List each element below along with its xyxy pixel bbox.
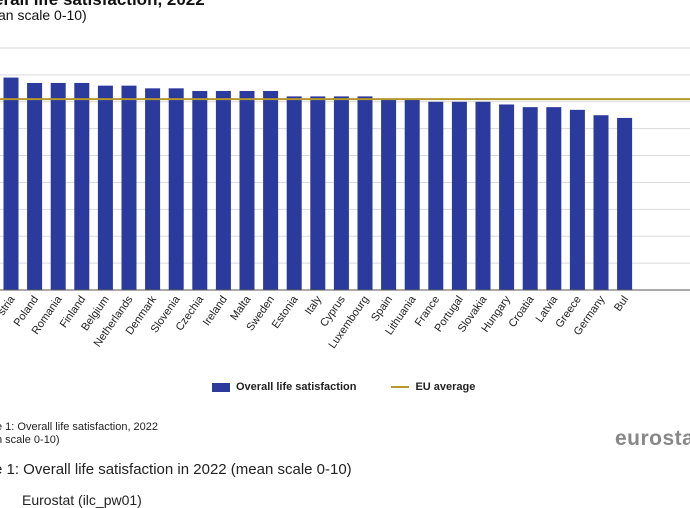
bar[interactable] bbox=[404, 99, 420, 290]
bar[interactable] bbox=[50, 82, 66, 290]
eurostat-logo: eurostat bbox=[615, 427, 690, 450]
bar[interactable] bbox=[286, 96, 302, 291]
x-tick-label: Croatia bbox=[506, 293, 537, 330]
figure-note-line1: e 1: Overall life satisfaction, 2022 bbox=[0, 421, 159, 433]
bar[interactable] bbox=[451, 101, 467, 291]
bar[interactable] bbox=[357, 96, 373, 291]
legend-bar-swatch bbox=[212, 382, 230, 392]
bar[interactable] bbox=[499, 104, 515, 290]
legend-bar-label: Overall life satisfaction bbox=[236, 381, 357, 393]
bar[interactable] bbox=[74, 82, 90, 290]
bar[interactable] bbox=[263, 91, 279, 291]
x-tick-label: stria bbox=[0, 293, 18, 318]
source-link[interactable]: Eurostat (ilc_pw01) bbox=[22, 492, 142, 508]
bar[interactable] bbox=[3, 77, 19, 290]
bar[interactable] bbox=[475, 101, 491, 291]
bar[interactable] bbox=[617, 117, 633, 291]
bar[interactable] bbox=[121, 85, 137, 291]
bar[interactable] bbox=[215, 91, 231, 291]
x-axis: striaPolandRomaniaFinlandBelgiumNetherla… bbox=[0, 289, 690, 351]
legend-line-label: EU average bbox=[415, 381, 476, 393]
x-tick-label: Bul bbox=[612, 294, 631, 314]
bar-chart: striaPolandRomaniaFinlandBelgiumNetherla… bbox=[0, 47, 690, 351]
figure-note: e 1: Overall life satisfaction, 2022 n s… bbox=[0, 421, 158, 447]
bar[interactable] bbox=[381, 99, 397, 290]
chart-subtitle: an scale 0-10) bbox=[0, 7, 87, 23]
chart-title: erall life satisfaction, 2022 bbox=[0, 0, 205, 10]
bar[interactable] bbox=[593, 115, 609, 290]
x-tick-label: Italy bbox=[303, 293, 325, 317]
x-tick-label: Estonia bbox=[270, 293, 301, 331]
bar[interactable] bbox=[145, 88, 161, 290]
bar[interactable] bbox=[428, 101, 444, 291]
bars bbox=[3, 77, 633, 291]
bar[interactable] bbox=[27, 82, 43, 290]
legend-line-swatch bbox=[391, 386, 410, 388]
bar[interactable] bbox=[522, 107, 538, 291]
bar[interactable] bbox=[192, 91, 208, 291]
figure-caption: e 1: Overall life satisfaction in 2022 (… bbox=[0, 461, 352, 478]
legend: Overall life satisfaction EU average bbox=[212, 381, 510, 393]
legend-item-life-satisfaction: Overall life satisfaction bbox=[212, 381, 356, 393]
figure-note-line2: n scale 0-10) bbox=[0, 434, 60, 446]
bar[interactable] bbox=[546, 107, 562, 291]
x-tick-label: Ireland bbox=[201, 294, 230, 328]
legend-item-eu-average: EU average bbox=[391, 381, 475, 393]
bar[interactable] bbox=[97, 85, 113, 291]
bar[interactable] bbox=[310, 96, 326, 291]
bar[interactable] bbox=[239, 91, 255, 291]
bar[interactable] bbox=[168, 88, 184, 290]
bar[interactable] bbox=[333, 96, 349, 291]
bar[interactable] bbox=[569, 109, 585, 290]
